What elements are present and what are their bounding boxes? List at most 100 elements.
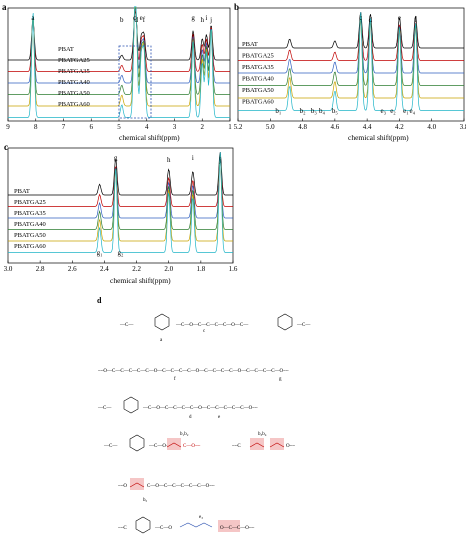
spectrum-a-pbatga50 (8, 6, 230, 107)
panel-b-xlabel: chemical shift(ppm) (348, 133, 409, 142)
legend-pbatga60: PBATGA60 (14, 243, 46, 250)
panel-label-a: a (2, 2, 7, 12)
peak-label-c: c (133, 14, 136, 22)
spectrum-c-pbatga35 (8, 158, 233, 219)
legend-pbatga40: PBATGA40 (14, 221, 46, 228)
legend-pbatga60: PBATGA60 (58, 101, 90, 108)
peak-label-g: g (191, 14, 195, 22)
svg-text:~~C: ~~C (232, 444, 241, 449)
legend-pbatga35: PBATGA35 (58, 68, 90, 75)
peak-label-j: j (209, 16, 212, 24)
legend-pbatga50: PBATGA50 (242, 87, 274, 94)
svg-text:O~~: O~~ (286, 444, 295, 449)
panel-c-xlabel: chemical shift(ppm) (110, 276, 171, 285)
peak-label-h: h (201, 16, 205, 24)
x-tick-label: 4.4 (363, 123, 372, 131)
benzene-ring (135, 516, 151, 534)
x-tick-label: 4.0 (427, 123, 436, 131)
struct-label-d: d (189, 415, 192, 420)
structure-row-4: —C— —C—O— C—O~~ b₁b₂ ~~C O~~ b₃b₄ (103, 432, 295, 452)
structure-row-2: ~~O—C—C—C—C—C—O—C—C—C—C—O—C—C—C—C—O—C—C—… (98, 369, 289, 382)
spectrum-c-pbatga60 (8, 152, 233, 253)
struct-label-b3b4: b₃b₄ (258, 432, 267, 437)
ga-highlight (130, 478, 144, 490)
spectrum-a-pbat (8, 10, 230, 61)
peak-label-b₂: b₂ (300, 107, 307, 115)
struct-label-b1b2: b₁b₂ (180, 432, 189, 437)
panel-b-frame (237, 7, 465, 122)
svg-text:~~O: ~~O (118, 484, 127, 489)
svg-text:O—C—C—O~~: O—C—C—O~~ (220, 526, 255, 531)
spectrum-c-pbatga25 (8, 158, 233, 207)
legend-pbat: PBAT (58, 46, 74, 53)
structure-row-5: ~~O C—O—C—C—C—C—C—O~~ b₅ (118, 478, 215, 503)
benzene-ring (123, 396, 139, 414)
svg-text:—C—: —C— (103, 444, 118, 449)
svg-text:—C—O—C—C—C—C—O—C—: —C—O—C—C—C—C—O—C— (175, 323, 249, 328)
benzene-ring (277, 313, 293, 331)
legend-pbat: PBAT (14, 188, 30, 195)
struct-label-b5: b₅ (143, 498, 148, 503)
panel-c: 3.0 2.8 2.6 2.4 2.2 2.0 1.8 1.6 PBAT PBATGA25 PBA… (4, 147, 238, 285)
peak-label-b₅: b₅ (332, 107, 339, 115)
spectrum-b-pbatga25 (238, 17, 464, 61)
peak-label-h: h (167, 156, 171, 164)
spectrum-a-pbatga25 (8, 8, 230, 72)
panel-d: —C— —C—O—C—C—C—C—O—C— —C— a c ~~O—C—C—C—… (97, 313, 311, 534)
structure-row-6: ~~C —C—O O—C—C—O~~ e₃ (118, 515, 255, 534)
peak-label-i: i (205, 14, 207, 22)
struct-label-e3: e₃ (199, 515, 203, 520)
peak-label-i: i (192, 154, 194, 162)
spectrum-c-pbat (8, 152, 233, 196)
peak-label-d: d (369, 16, 373, 24)
x-tick-label: 3 (173, 123, 177, 131)
zoom-box (118, 45, 152, 119)
peak-label-c: c (359, 14, 362, 22)
benzene-ring (154, 313, 170, 331)
x-tick-label: 2.6 (68, 265, 77, 273)
x-tick-label: 5.0 (266, 123, 275, 131)
benzene-ring (129, 434, 145, 452)
spectrum-a-pbatga60 (8, 6, 230, 118)
legend-pbatga50: PBATGA50 (14, 232, 46, 239)
x-tick-label: 1 (228, 123, 232, 131)
legend-pbatga35: PBATGA35 (14, 210, 46, 217)
x-tick-label: 3.8 (460, 123, 466, 131)
svg-text:—C—: —C— (296, 323, 311, 328)
structure-row-3: —C— —C—O—C—C—C—C—O—C—C—C—C—C—O~~ d e (97, 396, 258, 420)
struct-label-c: c (203, 329, 206, 334)
x-tick-label: 2.8 (36, 265, 45, 273)
x-tick-label: 4.8 (298, 123, 307, 131)
peak-label-g: g (114, 154, 118, 162)
spectrum-b-pbatga60 (238, 12, 464, 111)
panel-b: 5.2 5.0 4.8 4.6 4.4 4.2 4.0 3.8 PBAT PBATGA25 PBA… (234, 7, 466, 142)
peak-label-f: f (414, 16, 417, 24)
svg-text:—C—O—C—C—C—C—O—C—C—C—C—C—O~~: —C—O—C—C—C—C—O—C—C—C—C—C—O~~ (142, 406, 258, 411)
peak-label-b₃: b₃ (311, 107, 318, 115)
x-tick-label: 2.2 (132, 265, 141, 273)
spectrum-b-pbatga40 (238, 16, 464, 86)
ga-highlight (250, 438, 264, 450)
peak-label-e₁: e₁ (403, 107, 409, 115)
svg-text:~~O—C—C—C—C—C—O—C—C—C—C—O—C—C—: ~~O—C—C—C—C—C—O—C—C—C—C—O—C—C—C—C—O—C—C—… (98, 369, 289, 374)
legend-pbatga50: PBATGA50 (58, 90, 90, 97)
panel-label-c: c (4, 142, 8, 152)
peak-label-e₄: e₄ (410, 107, 416, 115)
x-tick-label: 4.6 (330, 123, 339, 131)
legend-pbatga25: PBATGA25 (58, 57, 90, 64)
panel-label-b: b (234, 2, 239, 12)
x-tick-label: 2.4 (100, 265, 109, 273)
panel-c-frame (7, 147, 234, 264)
x-tick-label: 5 (117, 123, 121, 131)
peak-label-b: b (120, 16, 124, 24)
peak-label-b₁: b₁ (275, 107, 281, 115)
struct-label-f: f (174, 377, 176, 382)
ga-highlight (167, 438, 181, 450)
ga-highlight (270, 438, 284, 450)
ga-highlight (218, 520, 240, 532)
x-tick-label: 4 (145, 123, 149, 131)
spectrum-a-pbatga40 (8, 7, 230, 95)
struct-label-e: e (218, 415, 221, 420)
x-tick-label: 3.0 (4, 265, 13, 273)
